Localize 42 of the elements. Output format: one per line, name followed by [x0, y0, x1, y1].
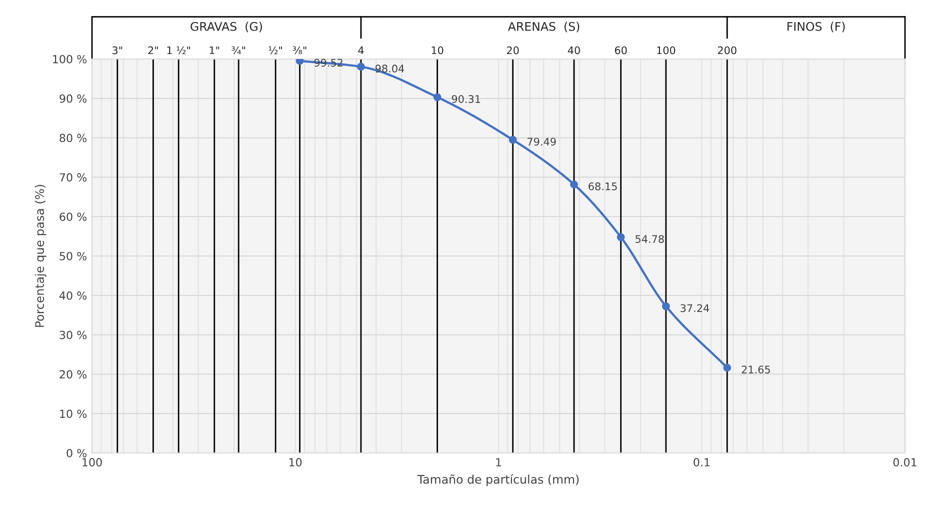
y-tick-label: 20 % — [60, 370, 87, 379]
y-tick-label: 60 % — [60, 212, 87, 221]
y-axis-title: Porcentaje que pasa (%) — [34, 184, 46, 327]
data-label: 98.04 — [376, 64, 404, 73]
y-tick-label: 10 % — [60, 410, 87, 418]
y-tick-label: 0 % — [66, 448, 87, 458]
x-tick-label: 0.01 — [893, 458, 916, 466]
band-label: GRAVAS (G) — [190, 22, 262, 32]
annotation: 1" — [210, 46, 220, 54]
annotation: ⅜" — [292, 46, 306, 54]
y-tick-label: 40 % — [59, 291, 87, 300]
y-tick-label: 30 % — [60, 330, 87, 340]
y-tick-label: 50 % — [60, 252, 87, 260]
band-label: FINOS (F) — [788, 22, 845, 32]
x-tick-label: 0.1 — [694, 458, 710, 466]
annotation: 200 — [718, 46, 736, 54]
x-tick-label: 10 — [289, 458, 302, 466]
band-label: ARENAS (S) — [508, 22, 580, 32]
x-tick-label: 1 — [496, 458, 502, 466]
x-tick-label: 100 — [82, 458, 102, 466]
data-label: 54.78 — [636, 235, 664, 243]
annotation: 40 — [568, 46, 580, 54]
x-axis-title: Tamaño de partículas (mm) — [417, 474, 579, 486]
annotation: ½" — [268, 46, 282, 54]
data-label: 37.24 — [680, 304, 710, 312]
annotation: ¾" — [232, 46, 246, 54]
y-tick-label: 70 % — [60, 173, 87, 182]
data-label: 68.15 — [588, 182, 617, 190]
annotation: 1 ½" — [167, 46, 190, 54]
annotation: 3" — [112, 46, 122, 54]
annotation: 2" — [148, 46, 158, 54]
annotation: 20 — [506, 46, 519, 54]
y-tick-label: 80 % — [60, 134, 87, 142]
data-label: 21.65 — [742, 366, 770, 374]
y-tick-label: 100 % — [53, 54, 87, 64]
annotation: 60 — [614, 46, 627, 54]
data-label: 79.49 — [528, 138, 556, 146]
annotation: 4 — [358, 46, 364, 54]
y-tick-label: 90 % — [60, 94, 87, 103]
annotation: 10 — [432, 46, 444, 54]
data-label: 90.31 — [452, 95, 480, 103]
annotation: 100 — [657, 46, 676, 54]
